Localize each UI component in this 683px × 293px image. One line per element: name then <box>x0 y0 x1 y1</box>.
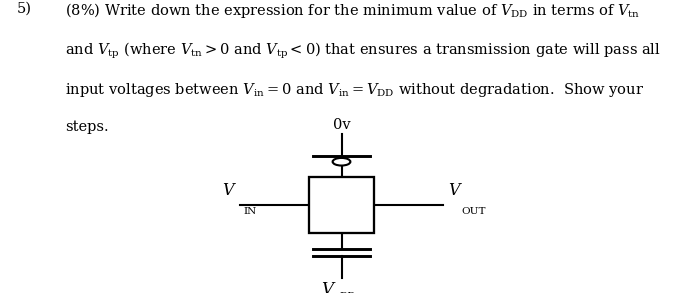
Text: (8%) Write down the expression for the minimum value of $V_{\rm DD}$ in terms of: (8%) Write down the expression for the m… <box>65 1 640 21</box>
Text: input voltages between $V_{\rm in}$$=$0 and $V_{\rm in}$$=$$V_{\rm DD}$ without : input voltages between $V_{\rm in}$$=$0 … <box>65 81 644 98</box>
Text: 0v: 0v <box>333 117 350 132</box>
Bar <box>309 177 374 233</box>
Text: and $V_{\rm tp}$ (where $V_{\rm tn}$$>$0 and $V_{\rm tp}$$<$0) that ensures a tr: and $V_{\rm tp}$ (where $V_{\rm tn}$$>$0… <box>65 41 660 61</box>
Text: steps.: steps. <box>65 120 109 134</box>
Circle shape <box>333 158 350 166</box>
Text: $V$: $V$ <box>222 182 237 199</box>
Text: IN: IN <box>244 207 257 216</box>
Text: DD: DD <box>339 292 357 293</box>
Text: $V$: $V$ <box>448 182 463 199</box>
Text: $V$: $V$ <box>320 281 336 293</box>
Text: 5): 5) <box>17 1 32 16</box>
Text: OUT: OUT <box>462 207 486 216</box>
